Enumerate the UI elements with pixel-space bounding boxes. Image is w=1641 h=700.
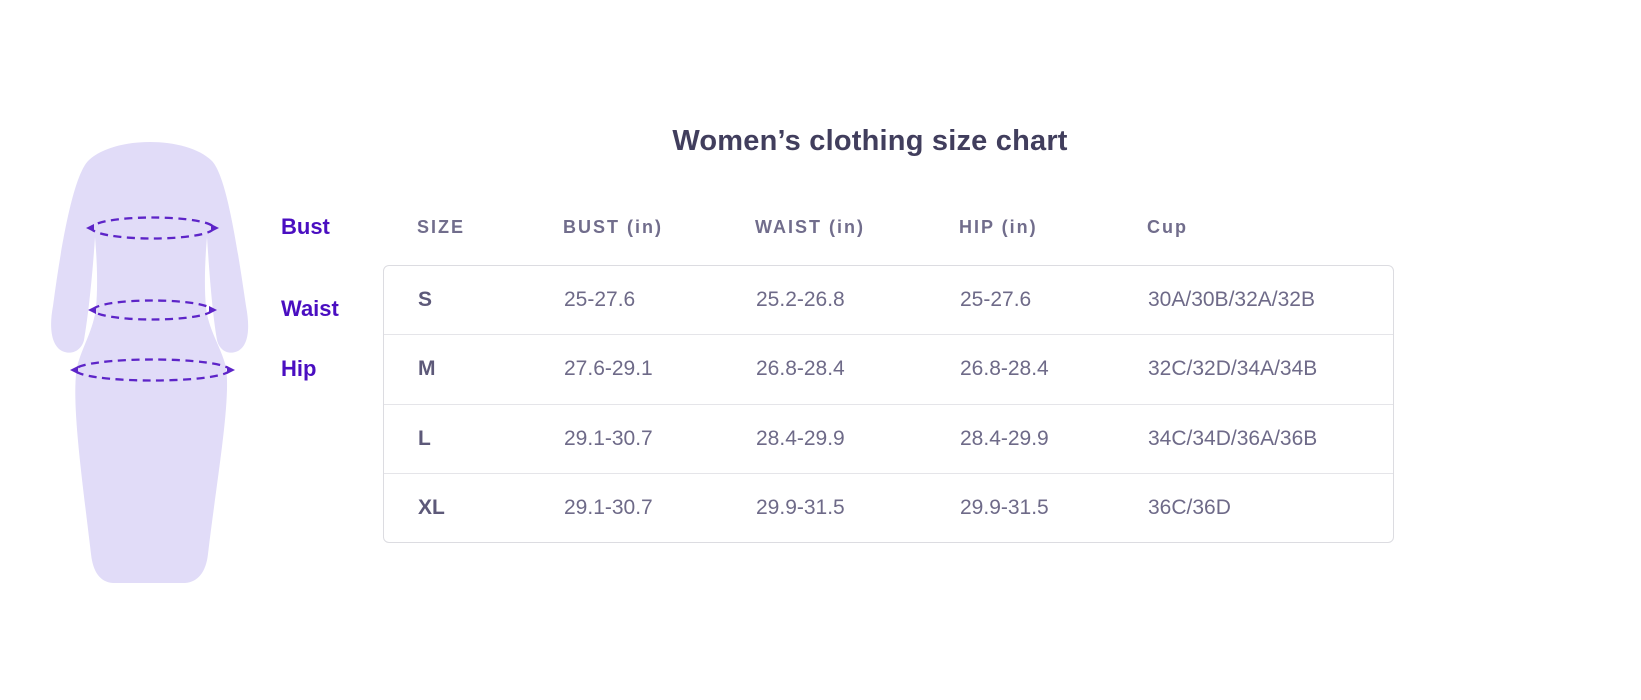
value-cell: 25-27.6	[564, 288, 636, 312]
column-header: BUST (in)	[563, 217, 663, 237]
value-cell: 25-27.6	[960, 288, 1032, 312]
dress-illustration	[51, 142, 249, 583]
table-row: M 27.6-29.1 26.8-28.4 26.8-28.4 32C/32D/34A/…	[384, 334, 1393, 403]
right-arrow-icon	[209, 306, 217, 314]
column-header: WAIST (in)	[755, 217, 865, 237]
hip-measure-line	[70, 358, 235, 382]
table-row: XL 29.1-30.7 29.9-31.5 29.9-31.5 36C/36D	[384, 472, 1393, 542]
value-cell: 36C/36D	[1148, 495, 1231, 519]
right-arrow-icon	[227, 366, 235, 374]
size-cell: L	[418, 426, 431, 450]
value-cell: 25.2-26.8	[756, 288, 845, 312]
right-arrow-icon	[211, 224, 219, 232]
waist-label: Waist	[281, 296, 339, 321]
hip-label: Hip	[281, 356, 317, 381]
value-cell: 28.4-29.9	[960, 426, 1049, 450]
column-header: Cup	[1147, 217, 1188, 237]
size-cell: S	[418, 288, 433, 312]
value-cell: 27.6-29.1	[564, 357, 653, 381]
size-cell: M	[418, 357, 436, 381]
table-header-row: SIZE BUST (in) WAIST (in) HIP (in) Cup	[383, 212, 1394, 242]
left-arrow-icon	[70, 366, 78, 374]
value-cell: 34C/34D/36A/36B	[1148, 426, 1318, 450]
value-cell: 29.1-30.7	[564, 495, 653, 519]
value-cell: 29.1-30.7	[564, 426, 653, 450]
waist-measure-line	[88, 299, 217, 321]
value-cell: 26.8-28.4	[756, 357, 845, 381]
value-cell: 29.9-31.5	[756, 495, 845, 519]
value-cell: 32C/32D/34A/34B	[1148, 357, 1318, 381]
size-cell: XL	[418, 495, 445, 519]
column-header: SIZE	[417, 217, 466, 237]
size-table: SIZE BUST (in) WAIST (in) HIP (in) Cup S 25-2…	[383, 0, 1394, 560]
page-title: Women’s clothing size chart	[672, 125, 1068, 157]
value-cell: 30A/30B/32A/32B	[1148, 288, 1315, 312]
table-row: L 29.1-30.7 28.4-29.9 28.4-29.9 34C/34D/36A/…	[384, 403, 1393, 473]
bust-label: Bust	[281, 214, 330, 239]
table-row: S 25-27.6 25.2-26.8 25-27.6 30A/30B/32A/32B	[384, 266, 1393, 334]
bust-measure-line	[86, 216, 219, 240]
left-arrow-icon	[88, 306, 96, 314]
value-cell: 28.4-29.9	[756, 426, 845, 450]
column-header: HIP (in)	[959, 217, 1038, 237]
value-cell: 26.8-28.4	[960, 357, 1049, 381]
value-cell: 29.9-31.5	[960, 495, 1049, 519]
left-arrow-icon	[86, 224, 94, 232]
dress-silhouette	[51, 142, 249, 583]
size-table-body: S 25-27.6 25.2-26.8 25-27.6 30A/30B/32A/32B M…	[383, 265, 1394, 543]
